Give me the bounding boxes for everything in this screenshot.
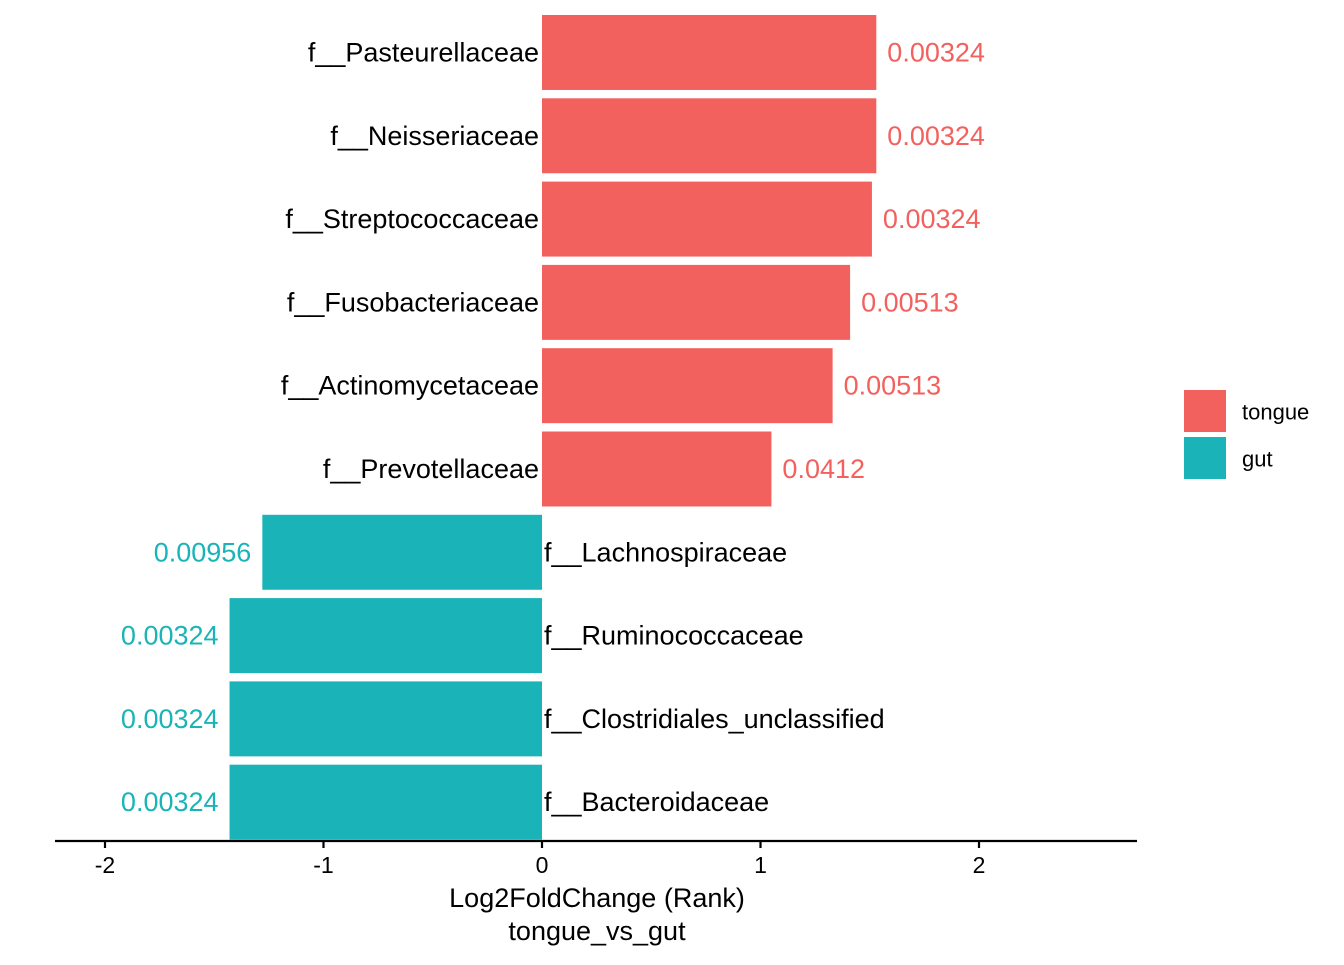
x-tick-label: -1 [313,852,333,878]
value-label: 0.00324 [887,121,985,151]
category-label: f__Neisseriaceae [330,121,539,151]
value-label: 0.00324 [121,621,219,651]
x-tick-label: 1 [754,852,767,878]
value-label: 0.00324 [883,204,981,234]
bar-f-ruminococcaceae [229,598,543,674]
x-tick-label: 2 [973,852,986,878]
category-label: f__Actinomycetaceae [281,371,539,401]
bar-f-neisseriaceae [542,98,877,174]
legend-label-gut: gut [1242,447,1273,472]
category-label: f__Lachnospiraceae [544,537,787,567]
bar-f-prevotellaceae [542,431,772,507]
x-tick-label: 0 [536,852,549,878]
category-label: f__Pasteurellaceae [308,37,539,67]
value-label: 0.00324 [887,37,985,67]
x-tick-label: -2 [95,852,115,878]
bars-layer [229,15,877,840]
value-label: 0.00513 [844,371,942,401]
category-label: f__Fusobacteriaceae [287,287,539,317]
legend: tongue gut [1184,390,1309,479]
category-label: f__Clostridiales_unclassified [544,704,885,734]
legend-swatch-tongue [1184,390,1226,432]
value-label: 0.00324 [121,787,219,817]
category-label: f__Bacteroidaceae [544,787,769,817]
x-axis: -2 -1 0 1 2 Log2FoldChange (Rank)tongue_vs_gu… [55,839,1137,946]
category-label: f__Prevotellaceae [323,454,539,484]
legend-swatch-gut [1184,437,1226,479]
bar-f-fusobacteriaceae [542,264,851,340]
value-label: 0.00513 [861,287,959,317]
bar-f-bacteroidaceae [229,764,543,840]
labels-layer: f__Pasteurellaceae 0.00324 f__Neisseriacea… [121,37,985,817]
bar-f-lachnospiraceae [262,514,542,590]
bar-f-actinomycetaceae [542,348,833,424]
x-axis-title: Log2FoldChange (Rank) [449,883,745,913]
category-label: f__Ruminococcaceae [544,621,804,651]
category-label: f__Streptococcaceae [285,204,539,234]
bar-f-clostridiales-unclassified [229,681,543,757]
value-label: 0.00956 [154,537,252,567]
bar-f-pasteurellaceae [542,15,877,90]
bar-f-streptococcaceae [542,181,872,257]
x-axis-subtitle: tongue_vs_gut [508,916,686,946]
value-label: 0.00324 [121,704,219,734]
value-label: 0.0412 [782,454,865,484]
legend-label-tongue: tongue [1242,400,1309,425]
